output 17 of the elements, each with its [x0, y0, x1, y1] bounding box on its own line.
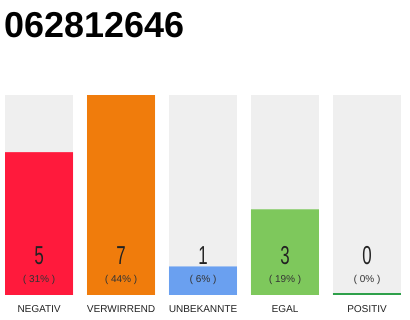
data-label: 5 — [34, 240, 44, 270]
x-tick-label: UNBEKANNTE — [168, 304, 238, 315]
data-label: 0 — [362, 240, 372, 270]
bar — [168, 266, 238, 295]
x-tick-label: POSITIV — [347, 304, 388, 315]
annotation: ( 6% ) — [190, 274, 216, 285]
annotation: ( 0% ) — [354, 274, 380, 285]
annotation: ( 19% ) — [268, 274, 302, 285]
annotation: ( 31% ) — [22, 274, 56, 285]
chart-title: 062812646 — [4, 4, 184, 45]
x-tick-label: EGAL — [272, 304, 299, 315]
annotation: ( 44% ) — [104, 274, 138, 285]
data-label: 7 — [116, 240, 126, 270]
data-label: 1 — [198, 240, 208, 270]
x-tick-label: VERWIRREND — [86, 304, 156, 315]
data-label: 3 — [280, 240, 290, 270]
x-tick-label: NEGATIV — [17, 304, 61, 315]
